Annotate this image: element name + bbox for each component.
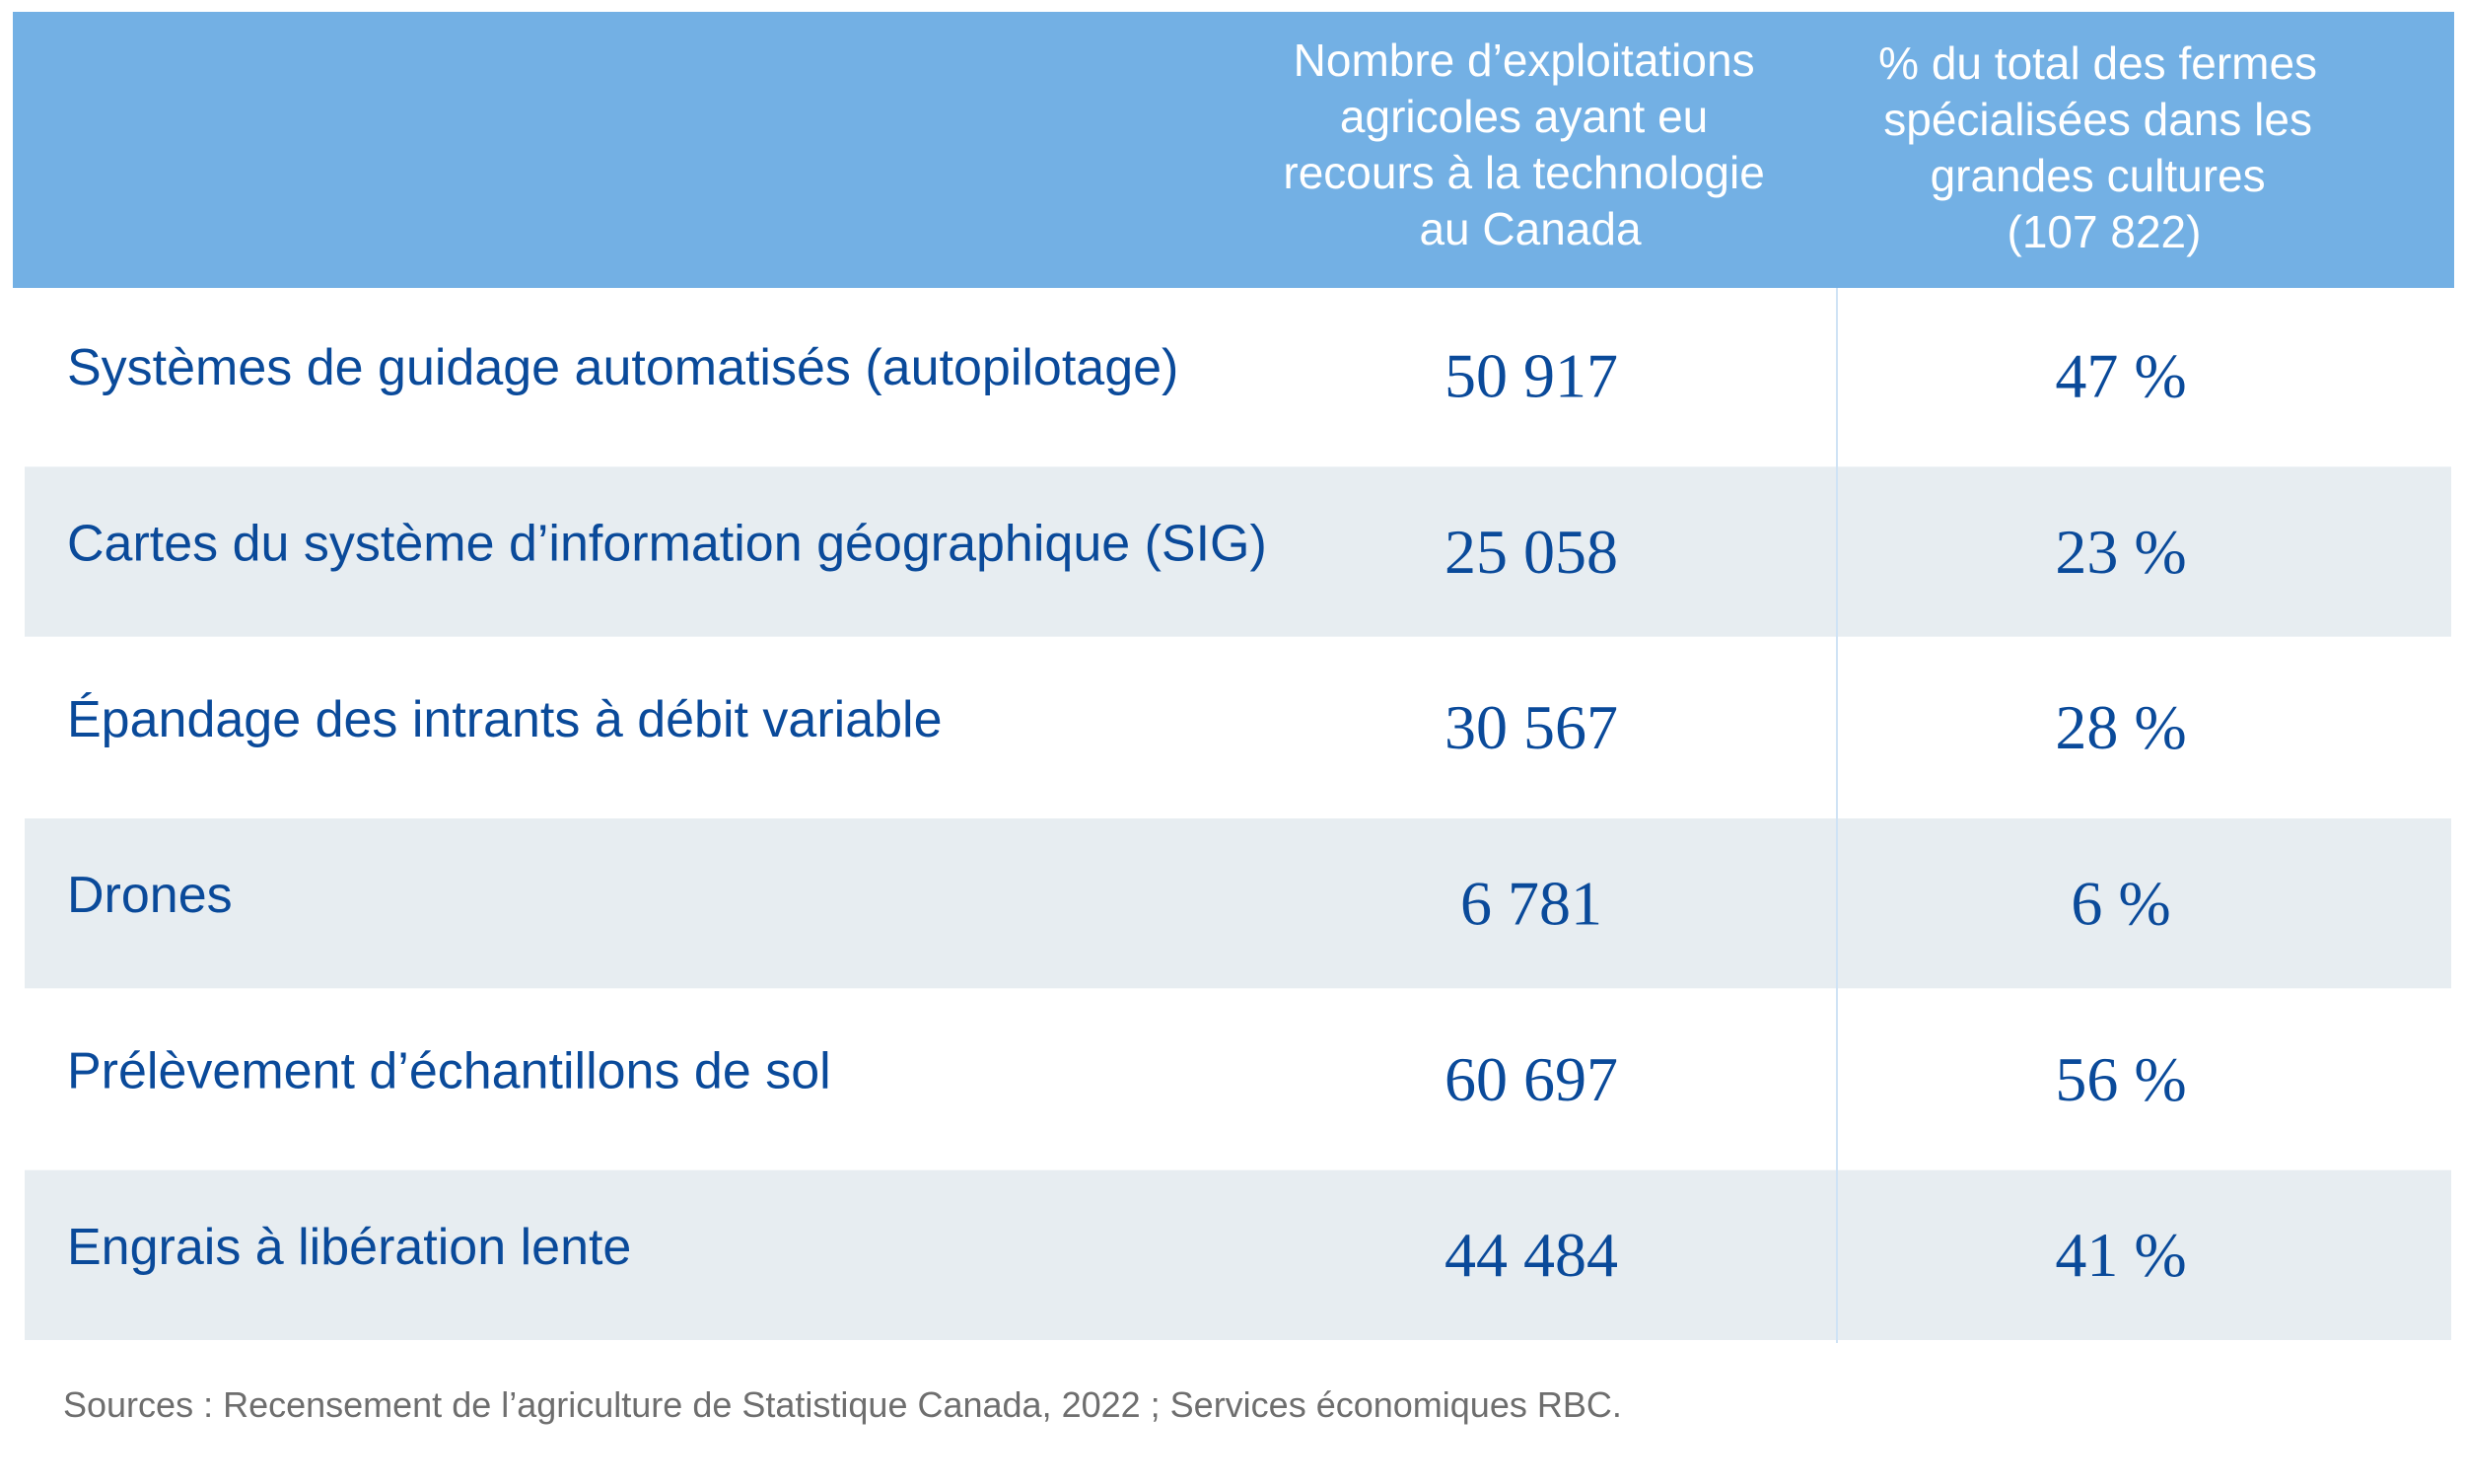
row-count-value: 30 567 — [1444, 692, 1618, 762]
row-label: Engrais à libération lente — [67, 1219, 631, 1276]
row-percent-value: 6 % — [2071, 869, 2170, 939]
table-row-shading — [25, 466, 2451, 637]
header-column-2: % du total des fermes spécialisées dans … — [1878, 37, 2330, 257]
row-percent-value: 56 % — [2055, 1044, 2186, 1114]
row-percent-value: 28 % — [2055, 692, 2186, 762]
table-row-shading — [25, 1169, 2451, 1340]
header-column-1-line-3: recours à la technologie — [1283, 147, 1764, 198]
row-label: Drones — [67, 867, 233, 924]
header-column-1-line-2: agricoles ayant eu — [1340, 91, 1708, 142]
header-column-1-line-4: au Canada — [1419, 203, 1641, 254]
table-row-shading — [25, 818, 2451, 989]
header-column-2-line-3: grandes cultures — [1931, 150, 2266, 201]
header-column-1: Nombre d’exploitations agricoles ayant e… — [1283, 35, 1777, 254]
header-column-2-line-4: (107 822) — [2008, 206, 2202, 257]
header-column-2-line-1: % du total des fermes — [1878, 37, 2317, 89]
row-label: Épandage des intrants à débit variable — [67, 691, 943, 748]
table-header-background — [13, 12, 2454, 288]
row-count-value: 60 697 — [1444, 1044, 1618, 1114]
row-percent-value: 23 % — [2055, 517, 2186, 587]
source-note: Sources : Recensement de l’agriculture d… — [63, 1384, 1622, 1425]
header-column-1-line-1: Nombre d’exploitations — [1294, 35, 1755, 86]
row-label: Systèmes de guidage automatisés (autopil… — [67, 339, 1178, 396]
header-column-2-line-2: spécialisées dans les — [1883, 94, 2312, 145]
row-count-value: 44 484 — [1444, 1220, 1618, 1290]
row-percent-value: 41 % — [2055, 1220, 2186, 1290]
row-percent-value: 47 % — [2055, 341, 2186, 411]
row-count-value: 25 058 — [1444, 517, 1618, 587]
table-body: Systèmes de guidage automatisés (autopil… — [25, 339, 2451, 1340]
row-label: Cartes du système d’information géograph… — [67, 515, 1267, 572]
row-count-value: 50 917 — [1444, 341, 1618, 411]
row-label: Prélèvement d’échantillons de sol — [67, 1042, 831, 1099]
row-count-value: 6 781 — [1460, 869, 1602, 939]
